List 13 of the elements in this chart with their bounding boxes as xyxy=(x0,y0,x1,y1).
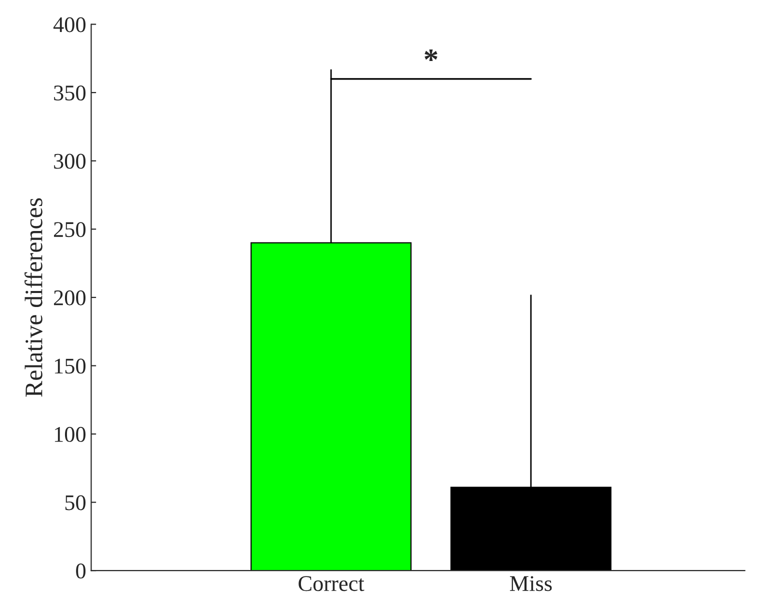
y-tick-label: 400 xyxy=(53,17,86,32)
annotation: * xyxy=(424,50,438,62)
y-tick-label: 0 xyxy=(76,564,86,579)
y-axis-title: Relative differences xyxy=(24,198,42,397)
x-tick-label: Miss xyxy=(510,576,552,592)
y-tick-label: 50 xyxy=(65,495,86,510)
x-tick-label: Correct xyxy=(298,576,364,592)
y-tick-label: 150 xyxy=(54,358,86,374)
y-tick-label: 200 xyxy=(54,290,86,306)
y-tick-label: 100 xyxy=(54,426,86,442)
y-tick-label: 250 xyxy=(54,222,86,238)
y-tick-label: 350 xyxy=(54,86,86,100)
y-tick-label: 300 xyxy=(54,154,86,169)
